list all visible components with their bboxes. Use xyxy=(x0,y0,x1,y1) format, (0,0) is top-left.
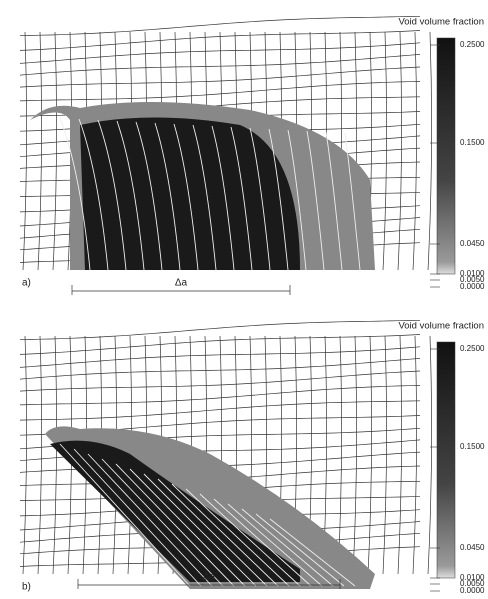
legend-tick-label: 0.2500 xyxy=(460,40,485,49)
colorbar xyxy=(437,342,455,578)
panel-a: Void volume fraction 0.2500 0.1500 0.0450 0.… xyxy=(20,16,485,295)
mesh-line xyxy=(20,358,420,379)
mesh-line xyxy=(428,32,432,270)
colorbar xyxy=(437,38,455,274)
page: {"panels": [ {"label": "a)", "legend_tit… xyxy=(0,0,488,599)
mesh-line xyxy=(398,32,402,270)
legend-tick-label: 0.0450 xyxy=(460,239,485,248)
legend-tick-label: 0.0000 xyxy=(460,586,485,595)
mesh-line xyxy=(20,54,420,75)
mesh-line xyxy=(53,336,57,574)
mesh-line xyxy=(53,32,57,270)
legend-title: Void volume fraction xyxy=(398,17,484,28)
legend-tick-label: 0.0450 xyxy=(460,543,485,552)
dimension-label: Δa xyxy=(203,572,216,583)
mesh-line xyxy=(338,336,342,574)
mesh-line xyxy=(383,336,387,574)
mesh-line xyxy=(38,336,42,574)
legend-tick-label: 0.1500 xyxy=(460,138,485,147)
mesh-line xyxy=(398,336,402,574)
legend-tick-label: 0.0000 xyxy=(460,282,485,291)
mesh-line xyxy=(20,347,420,368)
mesh-line xyxy=(413,32,417,270)
mesh-line xyxy=(20,43,420,64)
mesh-line xyxy=(23,336,27,574)
legend-title: Void volume fraction xyxy=(398,321,484,332)
panel-b: Void volume fraction 0.2500 0.1500 0.0450 0.… xyxy=(20,320,485,595)
mesh-line xyxy=(383,32,387,270)
legend-tick-label: 0.2500 xyxy=(460,344,485,353)
mesh-line xyxy=(413,336,417,574)
panel-label: a) xyxy=(22,278,31,289)
mesh-line xyxy=(368,336,372,574)
mesh-line xyxy=(38,32,42,270)
mesh-line xyxy=(23,32,27,270)
mesh-line xyxy=(20,67,420,87)
panel-label: b) xyxy=(22,582,31,593)
mesh-line xyxy=(428,336,432,574)
figure: Void volume fraction 0.2500 0.1500 0.0450 0.… xyxy=(0,0,488,599)
mesh-line xyxy=(20,371,420,391)
legend-tick-label: 0.1500 xyxy=(460,442,485,451)
dimension-label: Δa xyxy=(175,278,188,289)
